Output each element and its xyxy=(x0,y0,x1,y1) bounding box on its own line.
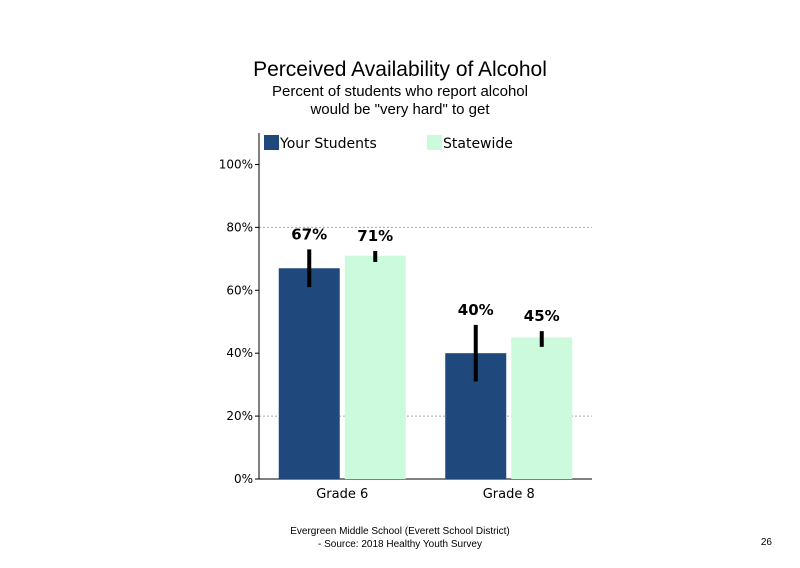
chart-title: Perceived Availability of Alcohol xyxy=(253,58,547,81)
data-label-statewide-grade-6: 71% xyxy=(357,227,393,245)
chart-subtitle-line-2: would be "very hard" to get xyxy=(310,101,490,118)
footer-school: Evergreen Middle School (Everett School … xyxy=(290,526,510,537)
footer-source: - Source: 2018 Healthy Youth Survey xyxy=(318,539,482,550)
page-number: 26 xyxy=(760,537,772,548)
bar-statewide-grade-6 xyxy=(344,255,406,479)
legend-label-statewide: Statewide xyxy=(443,136,513,152)
legend-swatch-statewide xyxy=(427,135,442,150)
data-label-statewide-grade-8: 45% xyxy=(524,307,560,325)
y-tick-label-0: 0% xyxy=(234,472,253,486)
bar-your-students-grade-6 xyxy=(278,268,340,479)
category-label-grade-8: Grade 8 xyxy=(483,487,535,502)
y-tick-label-20: 20% xyxy=(226,409,253,423)
y-tick-label-100: 100% xyxy=(219,157,253,171)
chart-subtitle-line-1: Percent of students who report alcohol xyxy=(272,83,528,100)
legend-swatch-your-students xyxy=(264,135,279,150)
data-label-your-students-grade-6: 67% xyxy=(291,225,327,243)
legend-label-your-students: Your Students xyxy=(279,136,377,152)
y-tick-label-80: 80% xyxy=(226,220,253,234)
y-tick-label-40: 40% xyxy=(226,346,253,360)
category-label-grade-6: Grade 6 xyxy=(316,487,368,502)
y-tick-label-60: 60% xyxy=(226,283,253,297)
bar-statewide-grade-8 xyxy=(511,337,573,479)
data-label-your-students-grade-8: 40% xyxy=(458,301,494,319)
